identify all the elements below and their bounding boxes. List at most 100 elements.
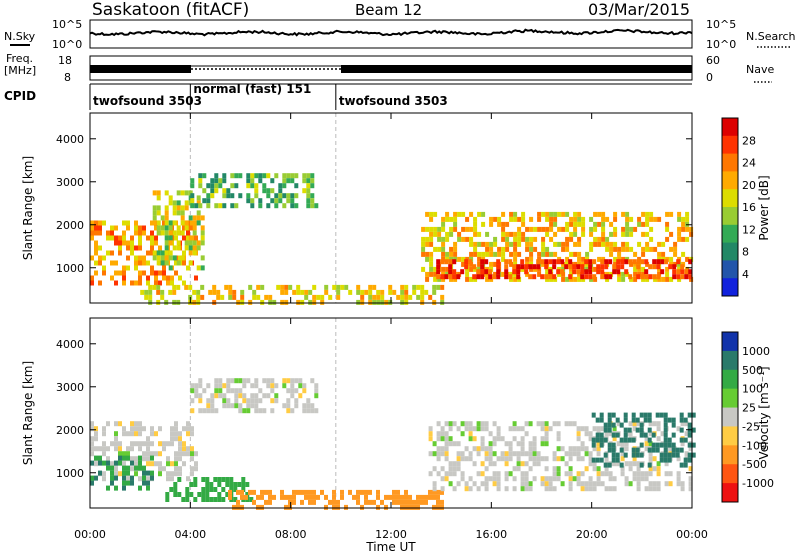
heatmap-cell <box>214 178 219 184</box>
heatmap-cell <box>652 481 657 487</box>
heatmap-cell <box>557 271 562 277</box>
heatmap-cell <box>102 255 106 261</box>
heatmap-cell <box>416 294 421 300</box>
heatmap-cell <box>268 499 272 505</box>
heatmap-cell <box>640 476 645 482</box>
heatmap-cell <box>256 294 261 300</box>
heatmap-cell <box>584 486 589 492</box>
heatmap-cell <box>162 275 166 281</box>
heatmap-cell <box>648 466 653 472</box>
heatmap-cell <box>122 485 126 491</box>
heatmap-cell <box>252 294 257 300</box>
heatmap-cell <box>126 255 130 261</box>
heatmap-cell <box>485 241 490 247</box>
heatmap-cell <box>513 251 518 257</box>
heatmap-cell <box>460 451 465 457</box>
heatmap-cell <box>122 275 126 281</box>
heatmap-cell <box>635 427 640 433</box>
heatmap-cell <box>469 251 474 257</box>
heatmap-cell <box>485 271 490 277</box>
heatmap-cell <box>194 388 199 394</box>
heatmap-cell <box>238 393 243 399</box>
heatmap-cell <box>561 241 566 247</box>
heatmap-cell <box>232 294 237 300</box>
heatmap-cell <box>230 378 235 384</box>
heatmap-cell <box>508 441 513 447</box>
heatmap-cell <box>164 225 169 231</box>
heatmap-cell <box>488 274 493 280</box>
heatmap-cell <box>524 476 529 482</box>
heatmap-cell <box>448 436 453 442</box>
heatmap-cell <box>600 274 605 280</box>
heatmap-cell <box>250 183 255 189</box>
x-tick-label: 08:00 <box>275 528 307 541</box>
heatmap-cell <box>384 299 389 305</box>
heatmap-cell <box>234 183 239 189</box>
heatmap-cell <box>118 471 122 477</box>
heatmap-cell <box>118 421 122 427</box>
heatmap-cell <box>356 289 361 295</box>
heatmap-cell <box>517 241 522 247</box>
noise-tick-right-bottom: 10^0 <box>706 38 736 51</box>
heatmap-cell <box>254 188 259 194</box>
heatmap-cell <box>624 269 629 275</box>
heatmap-cell <box>225 492 230 497</box>
heatmap-cell <box>90 446 94 452</box>
heatmap-cell <box>561 271 566 277</box>
heatmap-cell <box>528 264 533 270</box>
heatmap-cell <box>556 431 561 437</box>
heatmap-cell <box>620 259 625 265</box>
heatmap-cell <box>425 241 430 247</box>
heatmap-cell <box>508 446 513 452</box>
heatmap-cell <box>308 289 313 295</box>
heatmap-cell <box>456 274 461 280</box>
heatmap-cell <box>640 471 645 477</box>
heatmap-cell <box>200 230 205 236</box>
heatmap-cell <box>170 441 174 447</box>
heatmap-cell <box>541 226 546 232</box>
heatmap-cell <box>509 251 514 257</box>
heatmap-cell <box>520 486 525 492</box>
heatmap-cell <box>178 451 182 457</box>
heatmap-cell <box>224 284 229 290</box>
heatmap-cell <box>541 251 546 257</box>
heatmap-cell <box>597 211 602 217</box>
heatmap-cell <box>110 470 114 476</box>
heatmap-cell <box>505 221 510 227</box>
heatmap-cell <box>306 173 311 179</box>
heatmap-cell <box>196 245 201 251</box>
cpid-label: CPID <box>4 89 36 103</box>
heatmap-cell <box>589 216 594 222</box>
heatmap-cell <box>196 299 201 305</box>
colorbar-swatch <box>722 388 738 409</box>
heatmap-cell <box>222 188 227 194</box>
heatmap-cell <box>516 456 521 462</box>
heatmap-cell <box>280 289 285 295</box>
heatmap-cell <box>580 471 585 477</box>
heatmap-cell <box>165 497 170 502</box>
heatmap-cell <box>453 276 458 282</box>
heatmap-cell <box>669 276 674 282</box>
heatmap-cell <box>194 461 198 467</box>
heatmap-cell <box>186 421 190 427</box>
heatmap-cell <box>258 173 263 179</box>
heatmap-cell <box>236 299 241 305</box>
heatmap-cell <box>520 471 525 477</box>
heatmap-cell <box>488 269 493 275</box>
heatmap-cell <box>178 255 182 261</box>
heatmap-cell <box>130 466 134 472</box>
heatmap-cell <box>656 426 661 432</box>
heatmap-cell <box>156 289 161 295</box>
heatmap-cell <box>122 230 126 236</box>
heatmap-cell <box>548 481 553 487</box>
heatmap-cell <box>444 431 449 437</box>
heatmap-cell <box>649 211 654 217</box>
heatmap-cell <box>648 486 653 492</box>
heatmap-cell <box>501 271 506 277</box>
heatmap-cell <box>364 489 368 495</box>
heatmap-cell <box>196 215 201 221</box>
heatmap-cell <box>166 280 170 286</box>
heatmap-cell <box>657 216 662 222</box>
y-tick-label: 2000 <box>56 424 84 437</box>
heatmap-cell <box>240 504 244 510</box>
